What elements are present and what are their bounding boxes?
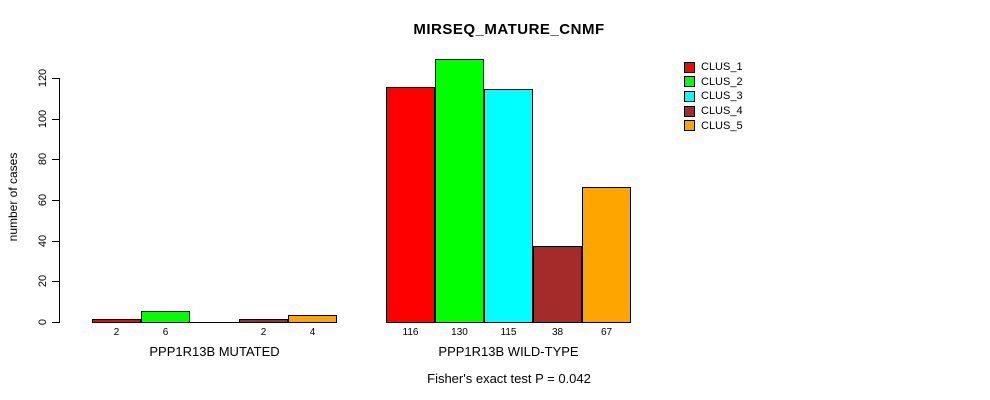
y-tick-label: 0 (37, 318, 49, 326)
legend-swatch (684, 105, 695, 117)
bar-value-label: 6 (162, 327, 169, 338)
bar-value-label: 115 (500, 327, 517, 338)
legend-item: CLUS_2 (684, 75, 743, 90)
legend-swatch (684, 61, 695, 73)
bar-clus_4 (533, 246, 582, 323)
y-tick-label: 40 (37, 234, 49, 248)
bar-clus_4 (239, 319, 288, 323)
y-tick-label: 100 (37, 109, 49, 129)
bar-value-label: 130 (451, 327, 468, 338)
group-baseline (92, 322, 337, 323)
y-tick-mark (52, 119, 59, 120)
legend-item: CLUS_4 (684, 104, 743, 119)
bar-value-label: 116 (402, 327, 419, 338)
bar-clus_5 (582, 187, 631, 323)
bar-clus_2 (141, 311, 190, 323)
bar-value-label: 38 (551, 327, 564, 338)
y-axis-title: number of cases (6, 152, 20, 242)
bar-clus_1 (92, 319, 141, 323)
bar-value-label: 2 (113, 327, 120, 338)
legend-item-label: CLUS_1 (701, 61, 743, 74)
legend: CLUS_1 CLUS_2 CLUS_3 CLUS_4 CLUS_5 (684, 60, 743, 133)
legend-swatch (684, 76, 695, 88)
y-tick-mark (52, 281, 59, 282)
bar-value-label: 67 (600, 327, 613, 338)
y-tick-label: 120 (37, 68, 49, 88)
legend-item-label: CLUS_3 (701, 90, 743, 103)
bar-value-label: 4 (309, 327, 316, 338)
legend-item: CLUS_3 (684, 89, 743, 104)
y-tick-label: 60 (37, 193, 49, 207)
pvalue-annotation: Fisher's exact test P = 0.042 (427, 371, 591, 386)
y-tick-mark (52, 200, 59, 201)
bar-value-label: 2 (260, 327, 267, 338)
y-tick-label: 80 (37, 152, 49, 166)
legend-item: CLUS_5 (684, 118, 743, 133)
y-axis-line (59, 78, 60, 323)
bar-clus_1 (386, 87, 435, 323)
y-tick-mark (52, 241, 59, 242)
y-tick-mark (52, 159, 59, 160)
legend-item-label: CLUS_5 (701, 119, 743, 132)
group-label: PPP1R13B MUTATED (149, 344, 280, 359)
legend-item-label: CLUS_4 (701, 105, 743, 118)
y-tick-mark (52, 78, 59, 79)
legend-swatch (684, 120, 695, 132)
bar-clus_2 (435, 59, 484, 323)
group-label: PPP1R13B WILD-TYPE (438, 344, 579, 359)
bar-clus_3 (484, 89, 533, 323)
chart-title: MIRSEQ_MATURE_CNMF (413, 21, 605, 38)
bar-clus_5 (288, 315, 337, 323)
y-tick-label: 20 (37, 274, 49, 288)
legend-item: CLUS_1 (684, 60, 743, 75)
legend-swatch (684, 90, 695, 102)
legend-item-label: CLUS_2 (701, 75, 743, 88)
y-tick-mark (52, 322, 59, 323)
